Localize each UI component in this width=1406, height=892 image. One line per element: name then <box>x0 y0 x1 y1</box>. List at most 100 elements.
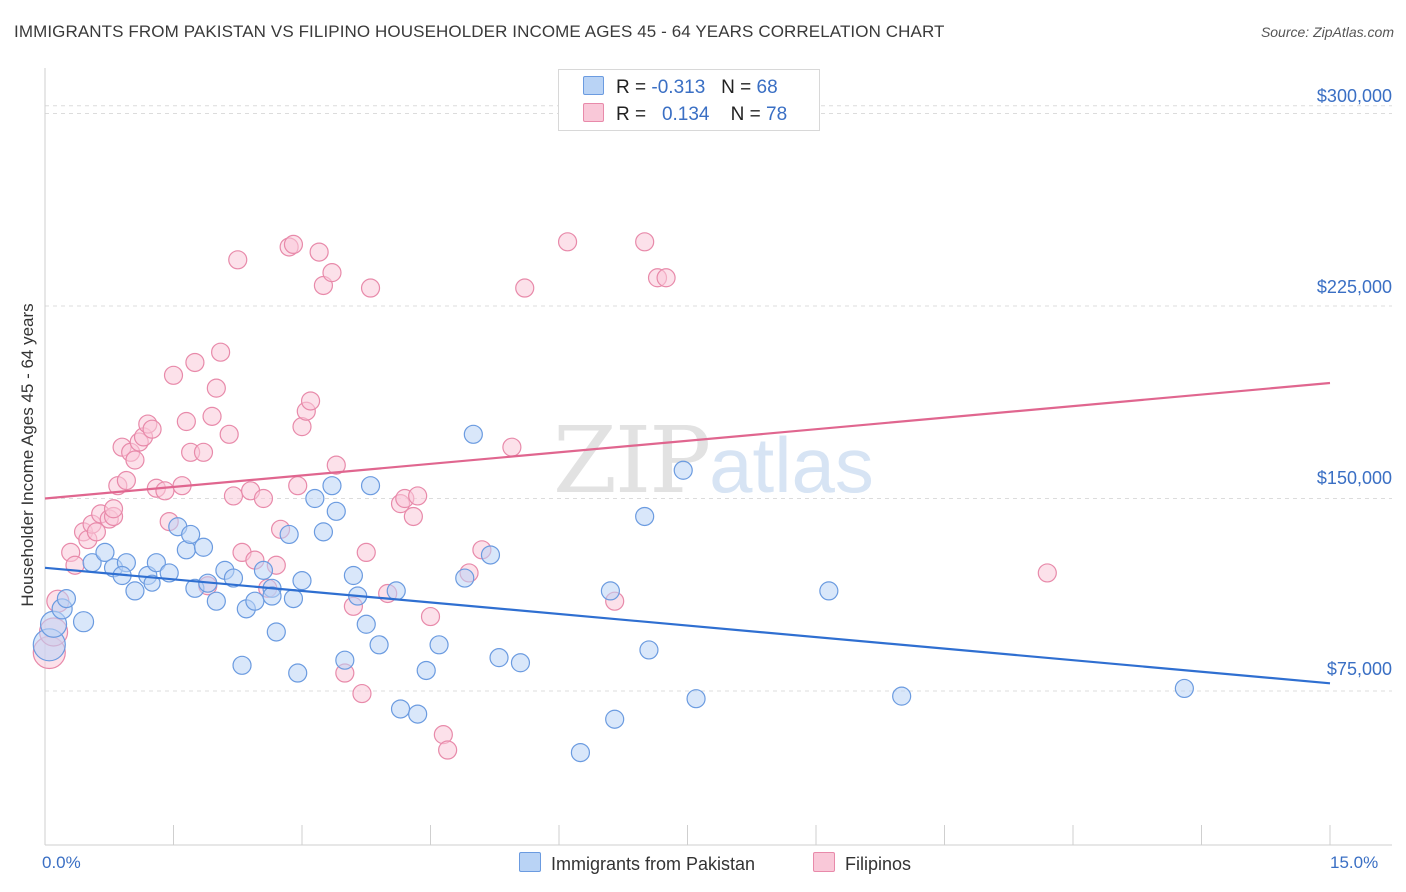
filipino-point <box>403 506 423 527</box>
filipino-point <box>193 442 214 462</box>
filipino-point <box>300 391 321 411</box>
pakistan-point <box>223 568 244 588</box>
filipino-point <box>408 486 428 506</box>
pakistan-point <box>56 588 77 609</box>
filipino-point <box>283 234 304 254</box>
filipino-trend-line <box>44 381 1331 500</box>
pakistan-point <box>206 591 226 611</box>
filipino-point <box>176 411 196 432</box>
legend-n-value: 68 <box>756 77 778 98</box>
filipinos-legend-icon <box>813 852 835 872</box>
pakistan-point <box>605 709 625 729</box>
legend-r-value: 0.134 <box>661 104 710 125</box>
filipino-point <box>360 278 381 298</box>
filipino-point <box>253 488 274 509</box>
pakistan-point <box>288 663 308 683</box>
bottom-legend-pakistan: Immigrants from Pakistan <box>519 852 755 875</box>
filipino-point <box>557 232 578 252</box>
filipino-point <box>103 499 124 519</box>
pakistan-point <box>279 524 299 545</box>
pakistan-point <box>570 742 591 763</box>
pakistan-point <box>159 563 179 583</box>
filipino-point <box>309 242 329 262</box>
y-axis-label: Householder Income Ages 45 - 64 years <box>18 303 37 607</box>
legend-r-label: R = <box>616 104 647 125</box>
y-tick-75000: $75,000 <box>1326 659 1392 679</box>
pakistan-point <box>455 568 475 588</box>
pakistan-point <box>892 686 912 706</box>
filipino-point <box>356 542 376 563</box>
filipino-point <box>502 437 522 457</box>
filipino-point <box>125 450 145 470</box>
filipino-point <box>326 455 346 475</box>
watermark-zip: ZIP <box>553 407 711 514</box>
pakistan-point <box>386 581 406 601</box>
pakistan-point <box>95 542 115 563</box>
legend-r-value: -0.313 <box>651 77 706 98</box>
pakistan-point <box>360 476 381 496</box>
pakistan-point <box>266 622 286 642</box>
pakistan-point <box>673 460 693 480</box>
pakistan-point <box>480 545 501 565</box>
legend-n-label: N = <box>730 104 761 125</box>
pakistan-trend-line <box>44 566 1331 685</box>
bottom-legend-filipinos-label: Filipinos <box>845 854 912 874</box>
filipino-point <box>288 476 308 496</box>
pakistan-point <box>292 571 312 591</box>
correlation-legend: R = -0.313 N = 68 R = 0.134 N = 78 <box>558 69 820 131</box>
axes <box>44 68 1392 846</box>
pakistan-point <box>143 574 161 592</box>
pakistan-point <box>1174 678 1194 699</box>
filipino-point <box>515 278 535 298</box>
chart-title: IMMIGRANTS FROM PAKISTAN VS FILIPINO HOU… <box>14 22 945 41</box>
filipino-point <box>206 378 226 398</box>
pakistan-point <box>510 653 531 673</box>
y-tick-150000: $150,000 <box>1316 468 1392 488</box>
filipino-point <box>185 352 205 373</box>
filipinos-points <box>32 232 1057 760</box>
filipino-point <box>86 522 107 542</box>
pakistan-point <box>335 650 355 670</box>
filipino-point <box>142 419 162 439</box>
pakistan-point <box>125 581 145 601</box>
filipino-point <box>211 342 231 362</box>
pakistan-point <box>72 611 95 633</box>
source-label: Source: ZipAtlas.com <box>1260 24 1394 40</box>
pakistan-point <box>262 586 282 606</box>
legend-row-filipinos: R = 0.134 N = 78 <box>583 103 787 126</box>
bottom-legend-filipinos: Filipinos <box>813 852 911 875</box>
bottom-legend-pakistan-label: Immigrants from Pakistan <box>551 854 756 874</box>
x-tick-max: 15.0% <box>1330 853 1379 872</box>
legend-n-value: 78 <box>766 104 788 125</box>
pakistan-point <box>639 640 659 660</box>
pakistan-point <box>429 635 449 655</box>
pakistan-legend-icon <box>519 852 541 872</box>
legend-r-label: R = <box>616 77 647 98</box>
filipino-point <box>116 470 136 491</box>
pakistan-point <box>635 506 655 527</box>
x-tick-min: 0.0% <box>42 853 81 872</box>
filipino-point <box>202 406 222 426</box>
pakistan-point <box>416 660 436 681</box>
pakistan-swatch-icon <box>583 76 604 95</box>
filipino-point <box>1037 563 1057 583</box>
pakistan-point <box>313 522 334 542</box>
pakistan-point <box>408 704 428 724</box>
pakistan-point <box>283 588 304 609</box>
filipino-point <box>223 486 244 506</box>
filipino-point <box>219 424 239 444</box>
filipino-point <box>163 365 184 385</box>
pakistan-point <box>819 581 839 601</box>
filipinos-swatch-icon <box>583 103 604 122</box>
filipino-point <box>228 250 248 270</box>
pakistan-point <box>146 553 166 573</box>
pakistan-point <box>390 699 411 719</box>
pakistan-point <box>232 655 252 675</box>
filipino-point <box>438 740 458 760</box>
y-tick-225000: $225,000 <box>1316 277 1392 297</box>
pakistan-point <box>369 635 389 655</box>
pakistan-point <box>463 424 483 444</box>
filipino-point <box>155 481 175 501</box>
pakistan-points <box>32 424 1194 763</box>
